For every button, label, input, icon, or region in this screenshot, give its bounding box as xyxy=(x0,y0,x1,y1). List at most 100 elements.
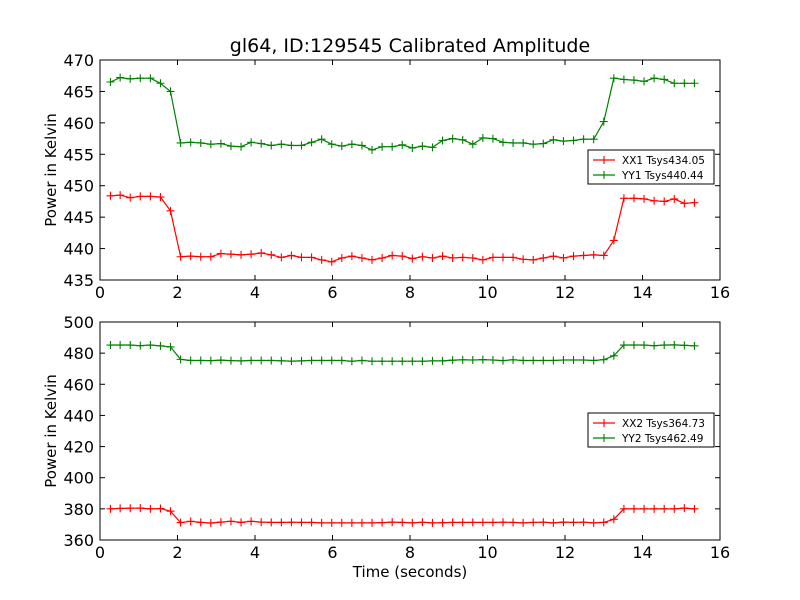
data-point-marker xyxy=(418,357,427,366)
data-point-marker xyxy=(539,254,548,262)
data-point-marker xyxy=(136,192,145,201)
data-point-marker xyxy=(408,518,417,527)
data-point-marker xyxy=(438,356,447,365)
data-point-marker xyxy=(539,139,548,148)
data-point-marker xyxy=(156,341,165,350)
data-point-marker xyxy=(670,79,679,88)
data-point-marker xyxy=(347,140,356,149)
data-point-marker xyxy=(619,75,628,84)
series-yy2 xyxy=(106,340,699,366)
y-tick-label: 420 xyxy=(63,438,94,457)
data-point-marker xyxy=(499,253,507,262)
data-point-marker xyxy=(347,357,356,366)
data-point-marker xyxy=(438,252,447,261)
data-point-marker xyxy=(499,138,507,147)
data-point-marker xyxy=(196,518,205,527)
data-point-marker xyxy=(488,355,497,364)
data-point-marker xyxy=(388,142,397,151)
data-point-marker xyxy=(176,355,185,364)
x-tick-label: 0 xyxy=(95,543,105,562)
data-point-marker xyxy=(478,518,487,527)
data-point-marker xyxy=(106,78,115,86)
data-point-marker xyxy=(539,518,548,527)
data-point-marker xyxy=(549,252,558,261)
data-point-marker xyxy=(146,341,155,350)
series-xx1 xyxy=(106,191,699,266)
data-point-marker xyxy=(660,504,669,513)
data-point-marker xyxy=(106,341,115,350)
data-point-marker xyxy=(599,117,608,126)
data-point-marker xyxy=(629,504,638,513)
data-point-marker xyxy=(277,140,286,149)
data-point-marker xyxy=(569,518,578,527)
data-point-marker xyxy=(690,79,699,88)
x-tick-label: 14 xyxy=(632,283,652,302)
data-point-marker xyxy=(569,355,578,364)
data-point-marker xyxy=(619,194,628,203)
data-point-marker xyxy=(398,252,407,261)
data-point-marker xyxy=(307,138,316,147)
data-point-marker xyxy=(619,504,628,513)
data-point-marker xyxy=(136,74,145,83)
data-point-marker xyxy=(186,356,195,365)
data-point-marker xyxy=(247,250,256,259)
data-point-marker xyxy=(357,141,366,150)
data-point-marker xyxy=(146,74,155,83)
data-point-marker xyxy=(378,254,387,262)
data-point-marker xyxy=(287,251,296,260)
data-point-marker xyxy=(186,517,195,526)
data-point-marker xyxy=(458,355,467,364)
y-tick-label: 360 xyxy=(63,531,94,550)
data-point-marker xyxy=(488,134,497,143)
data-point-marker xyxy=(186,252,195,261)
data-point-marker xyxy=(680,341,689,350)
data-point-marker xyxy=(509,355,518,364)
data-point-marker xyxy=(418,142,427,151)
data-point-marker xyxy=(599,355,608,364)
top-panel: 0 2 4 6 8 10 12 14 16 435 440 445 450 455 460 465 470 Pow… xyxy=(42,51,730,302)
y-tick-label: 460 xyxy=(63,375,94,394)
data-point-marker xyxy=(529,518,538,527)
data-point-marker xyxy=(317,356,326,365)
data-point-marker xyxy=(660,341,669,350)
data-point-marker xyxy=(499,518,507,527)
data-point-marker xyxy=(519,356,528,365)
data-point-marker xyxy=(468,140,477,149)
chart-title: gl64, ID:129545 Calibrated Amplitude xyxy=(230,35,590,57)
data-point-marker xyxy=(186,138,195,147)
data-point-marker xyxy=(287,141,296,150)
data-point-marker xyxy=(650,504,659,513)
legend-box xyxy=(587,149,715,185)
data-point-marker xyxy=(448,254,457,262)
data-point-marker xyxy=(680,504,689,513)
data-point-marker xyxy=(549,356,558,365)
data-point-marker xyxy=(126,341,135,350)
data-point-marker xyxy=(428,254,437,262)
data-point-marker xyxy=(297,356,306,365)
data-point-marker xyxy=(438,518,447,527)
data-point-marker xyxy=(569,136,578,145)
data-point-marker xyxy=(388,518,397,527)
data-point-marker xyxy=(398,140,407,149)
data-point-marker xyxy=(136,504,145,513)
y-tick-label: 400 xyxy=(63,469,94,488)
data-point-marker xyxy=(388,251,397,260)
data-point-marker xyxy=(629,76,638,85)
data-point-marker xyxy=(287,518,296,527)
data-point-marker xyxy=(237,356,246,365)
data-point-marker xyxy=(629,341,638,350)
y-axis-label: Power in Kelvin xyxy=(42,113,60,227)
data-point-marker xyxy=(388,357,397,366)
x-tick-label: 2 xyxy=(172,283,182,302)
data-point-marker xyxy=(559,518,568,527)
data-point-marker xyxy=(307,356,316,365)
data-point-marker xyxy=(650,74,659,83)
data-point-marker xyxy=(146,192,155,201)
data-point-marker xyxy=(277,356,286,365)
data-point-marker xyxy=(267,250,276,259)
y-tick-label: 435 xyxy=(63,271,94,290)
data-point-marker xyxy=(357,254,366,262)
x-tick-label: 12 xyxy=(555,283,575,302)
x-tick-label: 0 xyxy=(95,283,105,302)
data-point-marker xyxy=(106,191,115,200)
